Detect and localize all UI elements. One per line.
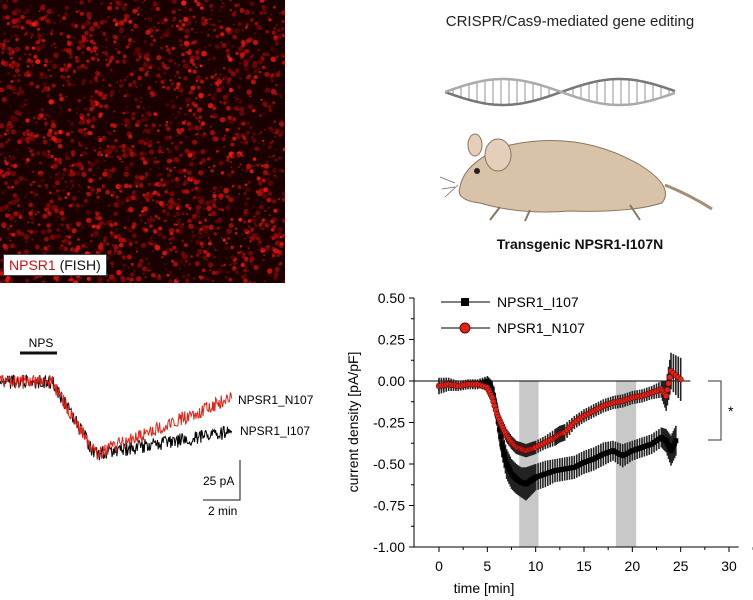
trace-npsr1-n107 [0,374,233,460]
significance-bracket [708,380,722,441]
data-point [673,438,679,444]
y-tick-label: 0.25 [378,332,405,348]
scalebar-x-label: 2 min [208,504,237,518]
series-NPSR1_N107 [435,352,684,458]
scalebar-y-label: 25 pA [203,474,234,488]
trace-label-n107: NPSR1_N107 [238,393,314,407]
significance-star: * [728,403,734,419]
fish-label: NPSR1 (FISH) [3,254,107,276]
x-tick-label: 10 [528,558,544,574]
mouse-illustration [440,133,713,222]
y-tick-label: -0.75 [373,498,405,514]
data-point [502,456,508,462]
data-point [501,451,507,457]
x-axis-label: time [min] [454,580,515,596]
trace-label-i107: NPSR1_I107 [240,424,310,438]
patch-clamp-traces: NPS NPSR1_N107 NPSR1_I107 25 pA 2 min [0,336,314,518]
data-point [665,380,672,387]
x-tick-label: 30 [721,558,737,574]
y-axis-label: current density [pA/pF] [345,352,361,493]
scale-bar [203,460,241,501]
shaded-window-0 [519,381,539,547]
fish-micrograph [0,0,288,286]
y-tick-label: 0.50 [378,290,405,306]
transgenic-label: Transgenic NPSR1-I107N [496,236,664,252]
legend-marker-square [461,298,469,306]
x-tick-label: 20 [625,558,641,574]
data-point [499,441,505,447]
y-tick-label: -1.00 [373,539,405,555]
shaded-window-1 [615,381,637,547]
fish-gene-label: NPSR1 [9,257,56,273]
y-tick-label: 0.00 [378,373,405,389]
data-point [500,446,506,452]
data-point [498,434,504,440]
data-point [677,376,684,383]
legend-marker-circle [459,322,471,334]
crispr-title: CRISPR/Cas9-mediated gene editing [445,13,695,30]
y-tick-label: -0.25 [373,415,405,431]
legend-label-n107: NPSR1_N107 [497,320,585,336]
nps-label: NPS [29,336,54,350]
data-point [496,426,502,432]
legend-label-i107: NPSR1_I107 [497,294,579,310]
data-point [664,386,671,393]
x-tick-label: 25 [673,558,689,574]
dna-helix-icon [445,77,676,107]
data-point [663,392,670,399]
data-point [489,386,495,392]
x-tick-label: 0 [435,558,443,574]
x-tick-label: 15 [576,558,592,574]
x-tick-label: 5 [483,558,491,574]
fish-image [0,0,288,286]
y-tick-label: -0.50 [373,456,405,472]
fish-method-label: (FISH) [59,257,101,273]
data-point [666,374,673,381]
